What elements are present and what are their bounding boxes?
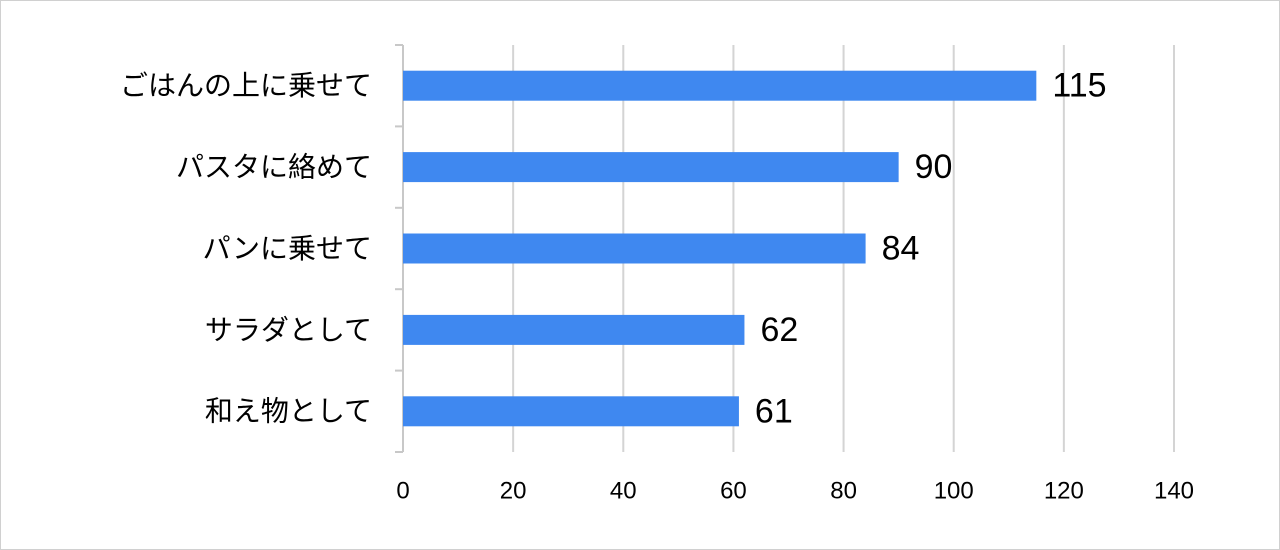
value-label: 61 <box>755 392 793 430</box>
value-label: 62 <box>760 311 798 349</box>
x-tick-label: 80 <box>830 477 857 504</box>
y-tick-label: ごはんの上に乗せて <box>120 70 372 101</box>
value-label: 115 <box>1052 67 1106 105</box>
y-tick-label: パスタに絡めて <box>176 151 372 182</box>
y-tick-label: パンに乗せて <box>203 233 372 264</box>
x-tick-label: 20 <box>500 477 527 504</box>
bar <box>403 396 739 427</box>
bar <box>403 233 866 264</box>
y-tick-label: 和え物として <box>205 396 372 427</box>
value-label: 90 <box>915 148 953 186</box>
x-tick-label: 140 <box>1154 477 1194 504</box>
x-tick-label: 120 <box>1044 477 1084 504</box>
y-tick-label: サラダとして <box>205 314 372 345</box>
x-tick-label: 0 <box>396 477 409 504</box>
bar <box>403 314 745 345</box>
value-label: 84 <box>882 229 920 267</box>
bar <box>403 70 1037 101</box>
x-tick-label: 60 <box>720 477 747 504</box>
bar <box>403 152 899 183</box>
x-tick-label: 100 <box>934 477 974 504</box>
x-tick-label: 40 <box>610 477 637 504</box>
